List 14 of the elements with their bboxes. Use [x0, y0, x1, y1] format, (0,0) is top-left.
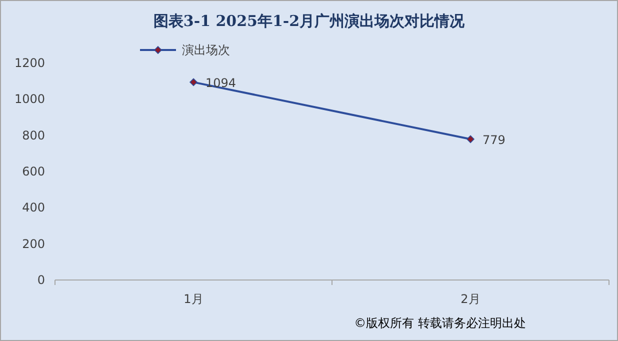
y-tick-label: 200 — [22, 236, 45, 251]
y-tick-label: 1000 — [14, 92, 45, 106]
x-tick-label: 2月 — [460, 292, 480, 306]
y-tick-label: 600 — [22, 164, 45, 178]
y-tick-label: 800 — [22, 128, 45, 142]
data-label: 1094 — [206, 76, 236, 90]
y-tick-label: 1200 — [14, 56, 45, 70]
chart-title: 图表3-1 2025年1-2月广州演出场次对比情况 — [153, 12, 466, 30]
data-label: 779 — [482, 133, 506, 148]
y-tick-label: 0 — [37, 273, 45, 287]
y-tick-label: 400 — [22, 200, 45, 215]
legend-label: 演出场次 — [182, 43, 230, 57]
x-tick-label: 1月 — [184, 292, 204, 306]
text: ©版权所有 转载请务必注明出处 — [354, 316, 526, 330]
